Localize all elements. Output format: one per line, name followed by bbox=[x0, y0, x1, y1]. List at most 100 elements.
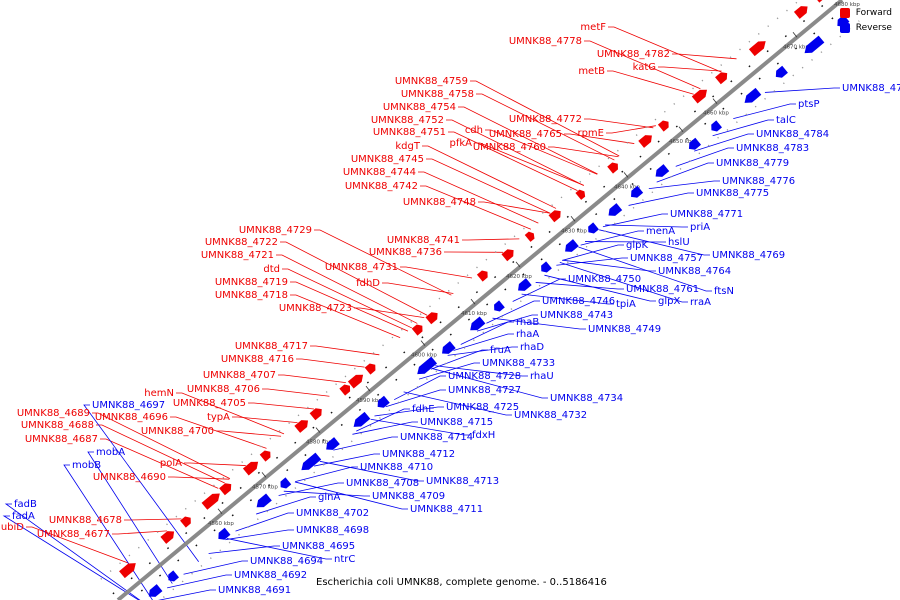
forward-gene-label: UMNK88_4754 bbox=[383, 102, 456, 113]
forward-gene-label: fdhD bbox=[356, 278, 380, 289]
reverse-leader-line bbox=[453, 333, 514, 351]
reverse-gene-label: UMNK88_4761 bbox=[626, 284, 699, 295]
reverse-leader-line bbox=[492, 317, 586, 330]
forward-gene-label: UMNK88_4687 bbox=[25, 434, 98, 445]
reverse-gene-label: rhaD bbox=[520, 342, 544, 353]
forward-gene-label: UMNK88_4722 bbox=[205, 237, 278, 248]
forward-gene bbox=[607, 162, 618, 174]
forward-gene-label: katG bbox=[633, 62, 656, 73]
legend: Forward Reverse bbox=[839, 8, 892, 38]
reverse-gene bbox=[588, 222, 599, 234]
reverse-gene-label: UMNK88_4746 bbox=[542, 296, 615, 307]
reverse-leader-line bbox=[167, 574, 232, 589]
forward-leader-line bbox=[448, 131, 578, 192]
forward-gene bbox=[657, 120, 669, 132]
reverse-gene-label: UMNK88_4771 bbox=[670, 209, 743, 220]
reverse-gene-label: priA bbox=[690, 222, 710, 233]
reverse-gene bbox=[353, 411, 371, 427]
scale-tick bbox=[420, 340, 426, 346]
scale-tick bbox=[712, 98, 718, 104]
forward-gene-label: UMNK88_4778 bbox=[509, 36, 582, 47]
reverse-gene-label: ptsP bbox=[798, 99, 820, 110]
forward-gene-label: UMNK88_4688 bbox=[21, 420, 94, 431]
forward-leader-line bbox=[420, 185, 532, 230]
reverse-gene-label: fdxH bbox=[472, 430, 495, 441]
reverse-gene bbox=[417, 356, 438, 375]
scale-tick bbox=[217, 508, 223, 515]
forward-gene-label: cdh bbox=[465, 125, 483, 136]
scale-ticks: 4560 kbp 4570 kbp 4580 kbp 4590 kbp 4600 kbp… bbox=[208, 2, 860, 527]
reverse-gene-label: UMNK88_4709 bbox=[372, 491, 445, 502]
forward-leader-line bbox=[608, 26, 721, 73]
reverse-leader-line bbox=[435, 365, 528, 377]
reverse-gene-label: fadA bbox=[12, 511, 35, 522]
reverse-leader-line bbox=[656, 162, 714, 183]
forward-leader-line bbox=[290, 281, 409, 332]
reverse-gene-label: rraA bbox=[690, 297, 711, 308]
reverse-gene-label: UMNK88_4728 bbox=[448, 371, 521, 382]
forward-leader-line bbox=[478, 201, 551, 214]
reverse-leader-line bbox=[431, 368, 548, 399]
genome-caption: Escherichia coli UMNK88, complete genome… bbox=[316, 577, 607, 588]
reverse-leader-line bbox=[403, 391, 512, 416]
reverse-leader-line bbox=[158, 589, 216, 600]
forward-gene bbox=[715, 72, 728, 85]
forward-gene-label: UMNK88_4731 bbox=[325, 262, 398, 273]
reverse-gene bbox=[470, 316, 486, 331]
scale-tick-label: 4640 kbp bbox=[614, 184, 640, 190]
reverse-leader-line bbox=[599, 229, 710, 256]
reverse-gene bbox=[442, 341, 456, 354]
forward-leader-line bbox=[290, 294, 401, 338]
forward-gene bbox=[476, 270, 488, 282]
forward-leader-line bbox=[216, 430, 282, 437]
forward-leader-line bbox=[168, 476, 230, 480]
legend-label-forward: Forward bbox=[855, 8, 892, 18]
forward-gene bbox=[180, 516, 191, 528]
reverse-gene bbox=[541, 261, 552, 273]
forward-gene bbox=[294, 420, 309, 433]
forward-leader-line bbox=[176, 392, 285, 435]
reverse-leader-line bbox=[235, 512, 294, 532]
scale-tick bbox=[623, 172, 629, 178]
forward-gene-label: UMNK88_4707 bbox=[203, 370, 276, 381]
reverse-gene-label: fruA bbox=[490, 345, 511, 356]
reverse-leader-line bbox=[385, 389, 446, 408]
reverse-gene bbox=[631, 185, 644, 198]
forward-gene bbox=[201, 493, 220, 510]
reverse-gene-label: glpK bbox=[626, 240, 648, 251]
scale-tick bbox=[792, 32, 798, 38]
forward-leader-line bbox=[606, 125, 656, 134]
scale-tick bbox=[470, 298, 476, 305]
reverse-gene-label: talC bbox=[776, 115, 796, 126]
forward-gene-label: hemN bbox=[144, 388, 174, 399]
scale-tick bbox=[678, 126, 684, 133]
forward-gene-label: kdgT bbox=[395, 141, 420, 152]
forward-gene-label: UMNK88_4677 bbox=[37, 529, 110, 540]
gene-tracks bbox=[119, 0, 850, 597]
reverse-gene-label: UMNK88_4757 bbox=[630, 253, 703, 264]
reverse-gene-label: UMNK88_4750 bbox=[568, 274, 641, 285]
legend-label-reverse: Reverse bbox=[855, 23, 892, 33]
reverse-leader-line bbox=[675, 147, 734, 167]
scale-tick-label: 4680 kbp bbox=[834, 2, 860, 8]
reverse-leader-line bbox=[447, 346, 518, 356]
reverse-gene-label: UMNK88_4691 bbox=[218, 585, 291, 596]
forward-gene bbox=[548, 210, 561, 223]
reverse-leader-line bbox=[559, 262, 688, 303]
forward-leader-line bbox=[584, 40, 701, 90]
reverse-gene bbox=[804, 35, 825, 54]
reverse-leader-line bbox=[4, 503, 141, 600]
reverse-gene-label: UMNK88_4749 bbox=[588, 324, 661, 335]
forward-leader-line bbox=[658, 66, 722, 72]
reverse-leader-line bbox=[333, 436, 398, 451]
forward-leader-line bbox=[607, 70, 694, 95]
gene-labels: metF UMNK88_4778 UMNK88_4782 metB katG UMNK88… bbox=[1, 22, 900, 596]
reverse-gene-label: UMNK88_4715 bbox=[420, 417, 493, 428]
forward-gene-label: UMNK88_4717 bbox=[235, 341, 308, 352]
reverse-leader-line bbox=[83, 404, 200, 562]
forward-gene-label: UMNK88_4700 bbox=[141, 426, 214, 437]
reverse-gene-label: UMNK88_4783 bbox=[736, 143, 809, 154]
reverse-leader-line bbox=[556, 257, 628, 266]
reverse-gene-label: UMNK88_4714 bbox=[400, 432, 473, 443]
